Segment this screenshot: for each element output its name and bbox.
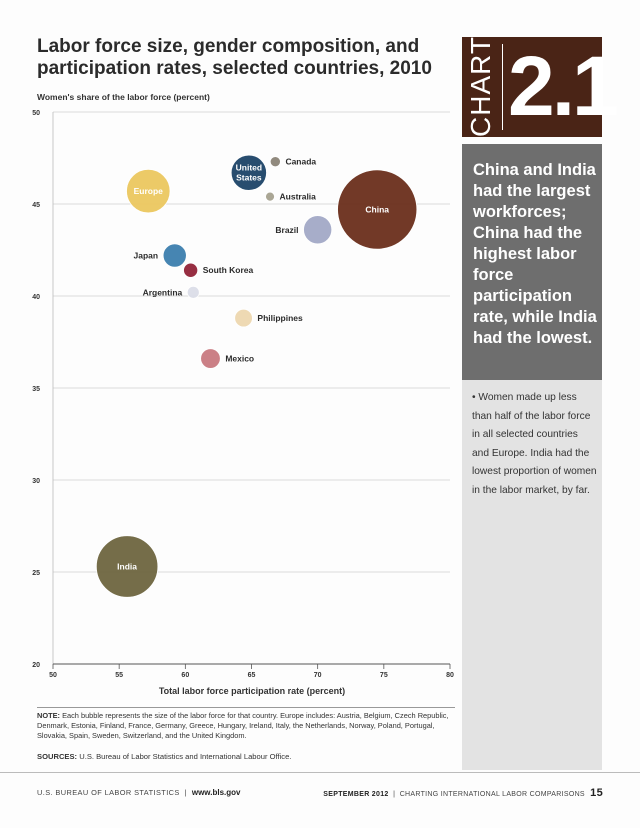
bubble-label-philippines: Philippines [257,313,303,323]
bubble-europe [126,168,171,214]
chart-note: NOTE: Each bubble represents the size of… [37,711,457,741]
bullet-text: • Women made up less than half of the la… [472,389,597,501]
badge-divider [502,44,503,130]
bubble-label-india: India [117,561,137,571]
bubble-argentina [186,285,200,299]
sources-label: SOURCES: [37,752,78,761]
bubble-labels: China India Europe United States Brazil Japan M… [117,157,389,572]
x-tick-label: 55 [115,672,123,679]
bubble-label-canada: Canada [285,157,316,167]
bubble-mexico [200,348,221,369]
footer-agency: U.S. BUREAU OF LABOR STATISTICS [37,788,180,797]
footer-url-link[interactable]: www.bls.gov [191,788,241,797]
badge-number: 2.1 [508,39,619,133]
note-text: Each bubble represents the size of the l… [37,711,449,740]
bubble-australia [265,191,275,202]
bubble-label-united-states: United States [236,163,262,183]
bubble-india [95,535,159,598]
y-tick-label: 40 [32,294,40,301]
bullet-dot: • [472,392,479,403]
bubble-label-japan: Japan [134,251,159,261]
footer-divider [0,772,640,773]
bubble-label-mexico: Mexico [225,354,254,364]
x-axis-label: Total labor force participation rate (pe… [158,686,346,696]
bubble-label-australia: Australia [280,192,317,202]
bubble-label-south-korea: South Korea [203,265,254,275]
x-tick-label: 60 [181,672,189,679]
badge-word: CHART [465,36,497,137]
chart-title: Labor force size, gender composition, an… [37,36,432,79]
headline-text: China and India had the largest workforc… [473,161,597,347]
chart-sources: SOURCES: U.S. Bureau of Labor Statistics… [37,752,457,761]
bubble-label-china: China [365,205,389,215]
y-tick-label: 50 [32,110,40,117]
footer-series: CHARTING INTERNATIONAL LABOR COMPARISONS [399,791,585,798]
y-tick-label: 35 [32,386,40,393]
bullet-body: Women made up less than half of the labo… [472,392,597,496]
bubble-label-argentina: Argentina [143,287,183,297]
bubble-label-brazil: Brazil [275,225,298,235]
headline-panel [462,144,602,380]
y-tick-label: 30 [32,478,40,485]
notes-divider [37,707,455,708]
x-tick-label: 50 [49,672,57,679]
footer-right: SEPTEMBER 2012 | CHARTING INTERNATIONAL … [323,787,603,799]
bubble-brazil [303,215,333,245]
y-tick-label: 25 [32,570,40,577]
x-tick-label: 70 [314,672,322,679]
note-label: NOTE: [37,711,60,720]
axes: 20 25 30 35 40 45 50 50 55 60 65 70 75 80 [32,110,454,679]
bubble-south-korea [183,262,199,278]
chart-badge [462,37,602,137]
sources-text: U.S. Bureau of Labor Statistics and Inte… [79,752,292,761]
bubble-canada [269,156,281,168]
y-tick-label: 20 [32,662,40,669]
bubble-japan [162,243,187,268]
x-tick-label: 75 [380,672,388,679]
bubbles [95,154,418,598]
bubble-philippines [234,308,253,328]
bubble-china [337,169,418,250]
bubble-united-states [230,154,267,191]
bullet-panel [462,380,602,770]
y-tick-label: 45 [32,202,40,209]
x-tick-label: 80 [446,672,454,679]
y-axis-label: Women's share of the labor force (percen… [37,92,210,102]
page-number: 15 [590,787,603,799]
bubble-label-europe: Europe [134,186,164,196]
footer-month: SEPTEMBER 2012 [323,791,389,798]
x-tick-label: 65 [248,672,256,679]
footer-left: U.S. BUREAU OF LABOR STATISTICS | www.bl… [37,788,241,797]
